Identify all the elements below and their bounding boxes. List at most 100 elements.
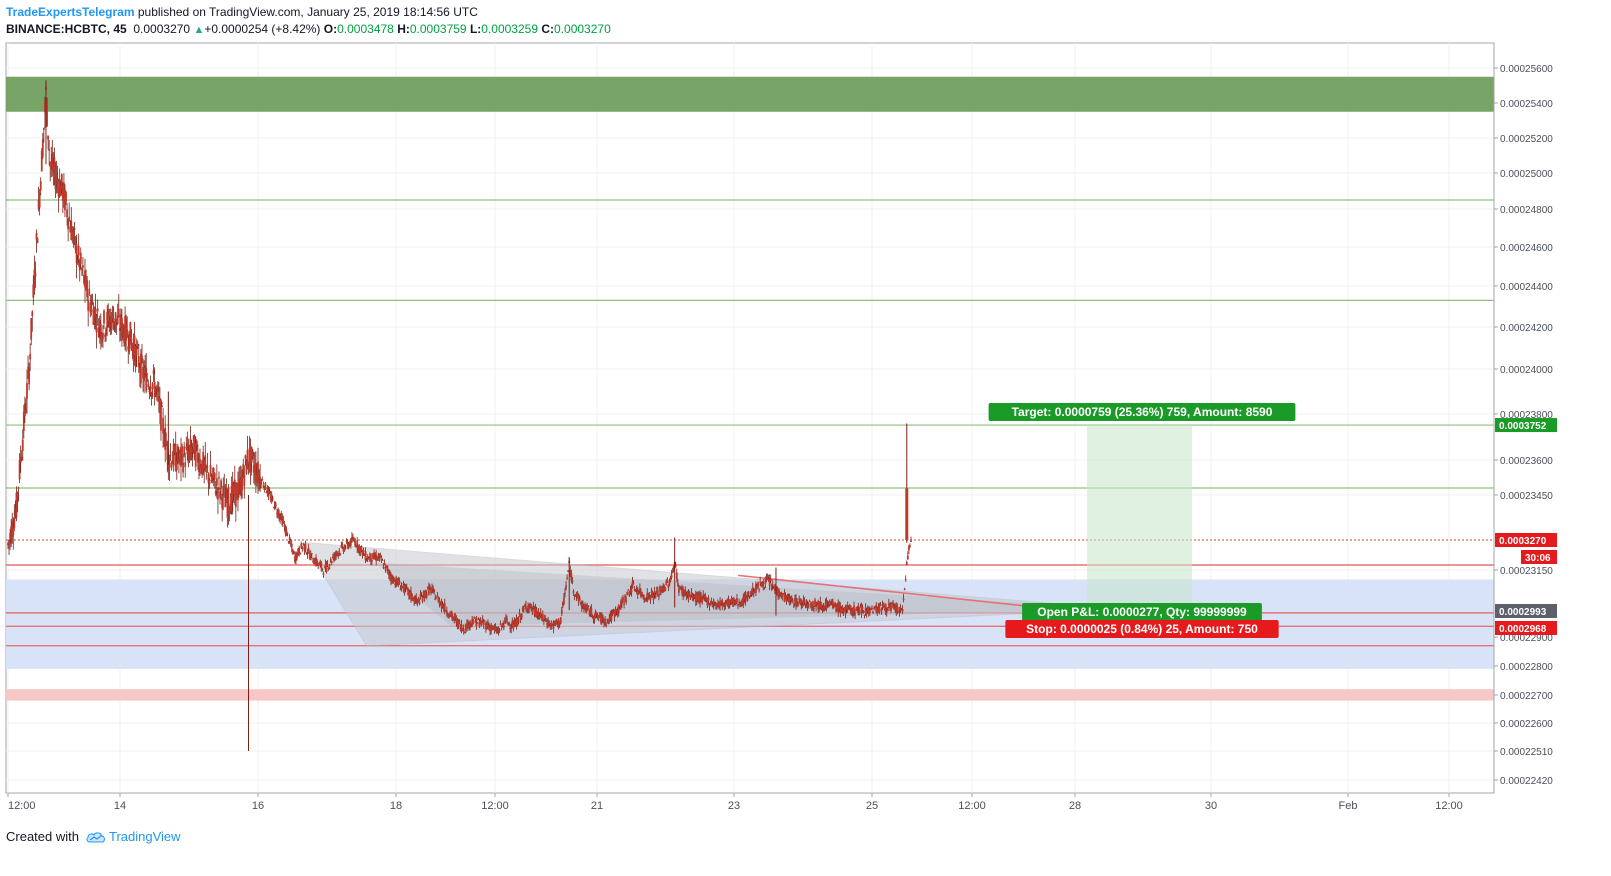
candle-body	[589, 608, 592, 614]
candle-body	[524, 606, 526, 608]
candle-body	[849, 606, 852, 614]
candle-body	[9, 532, 12, 539]
candle-body	[60, 174, 63, 189]
candle-body	[737, 604, 739, 607]
candle-body	[126, 329, 129, 337]
candle-body	[39, 181, 42, 191]
stop-price-tag: 0.0002968	[1499, 624, 1547, 635]
candle-body	[47, 135, 49, 140]
candle-body	[440, 601, 443, 608]
candle-body	[223, 485, 226, 487]
candle-body	[270, 494, 273, 501]
candle-body	[407, 589, 410, 596]
candle-body	[286, 532, 289, 534]
author-link[interactable]: TradeExpertsTelegram	[6, 5, 135, 19]
candle-body	[191, 449, 194, 453]
candle-body	[135, 347, 138, 356]
candle-body	[578, 597, 581, 601]
candle-body	[689, 596, 692, 598]
candle-body	[566, 577, 569, 579]
target-price-tag-bg	[1495, 418, 1557, 433]
candle-body	[164, 427, 167, 450]
candle-body	[530, 604, 533, 610]
candle-body	[708, 603, 711, 607]
candle-body	[257, 461, 259, 483]
candle-body	[91, 301, 94, 304]
candle-body	[594, 612, 597, 618]
candle-body	[753, 591, 756, 593]
candle-body	[531, 609, 534, 612]
candle-body	[736, 598, 738, 603]
candle-body	[275, 504, 277, 506]
tradingview-brand[interactable]: TradingView	[109, 829, 181, 844]
candle-body	[496, 630, 499, 632]
candle-body	[732, 597, 735, 606]
open-value: 0.0003478	[337, 22, 394, 36]
candle-body	[232, 485, 235, 494]
candle-body	[392, 578, 394, 584]
candle-body	[357, 545, 360, 551]
candle-body	[319, 562, 322, 565]
candle-body	[468, 624, 470, 629]
candle-body	[593, 614, 596, 620]
symbol-name: BINANCE:HCBTC, 45	[6, 22, 127, 36]
candle-body	[588, 613, 591, 615]
candle-body	[866, 608, 869, 610]
candle-body	[734, 601, 737, 604]
candle-body	[890, 605, 892, 612]
candle-body	[294, 556, 296, 562]
candle-body	[752, 591, 755, 594]
candle-body	[526, 607, 528, 610]
candle-body	[778, 590, 781, 597]
candle-body	[612, 612, 615, 614]
candle-body	[147, 383, 150, 388]
candle-body	[70, 220, 73, 240]
candle-body	[609, 613, 612, 620]
candle-body	[418, 601, 421, 605]
candle-body	[302, 543, 305, 545]
candle-body	[904, 578, 907, 580]
candle-body	[113, 321, 116, 325]
candle-body	[781, 592, 784, 597]
price-tick-label: 0.00022800	[1500, 662, 1553, 673]
candle-body	[891, 602, 893, 604]
candle-body	[317, 563, 320, 566]
target-label: Target: 0.0000759 (25.36%) 759, Amount: …	[1012, 405, 1273, 419]
candle-body	[261, 479, 264, 481]
candle-body	[175, 460, 178, 471]
candle-body	[206, 466, 209, 468]
candle-body	[810, 604, 813, 607]
created-with-text: Created with	[6, 829, 79, 844]
candle-body	[81, 265, 84, 268]
target-price-tag: 0.0003752	[1499, 421, 1547, 432]
candle-body	[727, 599, 730, 606]
candle-body	[277, 509, 279, 517]
candle-body	[300, 543, 303, 548]
candle-body	[756, 586, 758, 588]
candle-body	[171, 459, 174, 464]
candle-body	[265, 492, 268, 494]
candle-body	[143, 372, 145, 382]
candle-body	[780, 594, 783, 598]
candle-body	[214, 491, 217, 495]
candle-body	[536, 613, 539, 615]
candle-body	[464, 624, 467, 631]
candle-body	[180, 447, 182, 467]
candle-body	[379, 555, 382, 557]
candle-body	[558, 622, 561, 626]
candle-body	[388, 573, 391, 577]
low-value: 0.0003259	[481, 22, 538, 36]
candles	[7, 80, 912, 751]
candle-body	[835, 606, 838, 612]
candle-body	[873, 607, 875, 610]
candle-body	[225, 487, 228, 502]
candle-body	[483, 621, 486, 623]
candle-body	[854, 613, 856, 615]
candle-body	[513, 621, 516, 627]
candle-body	[701, 596, 704, 603]
candle-body	[902, 598, 905, 600]
candle-body	[729, 600, 732, 603]
candle-body	[687, 593, 690, 600]
candle-body	[290, 543, 293, 548]
